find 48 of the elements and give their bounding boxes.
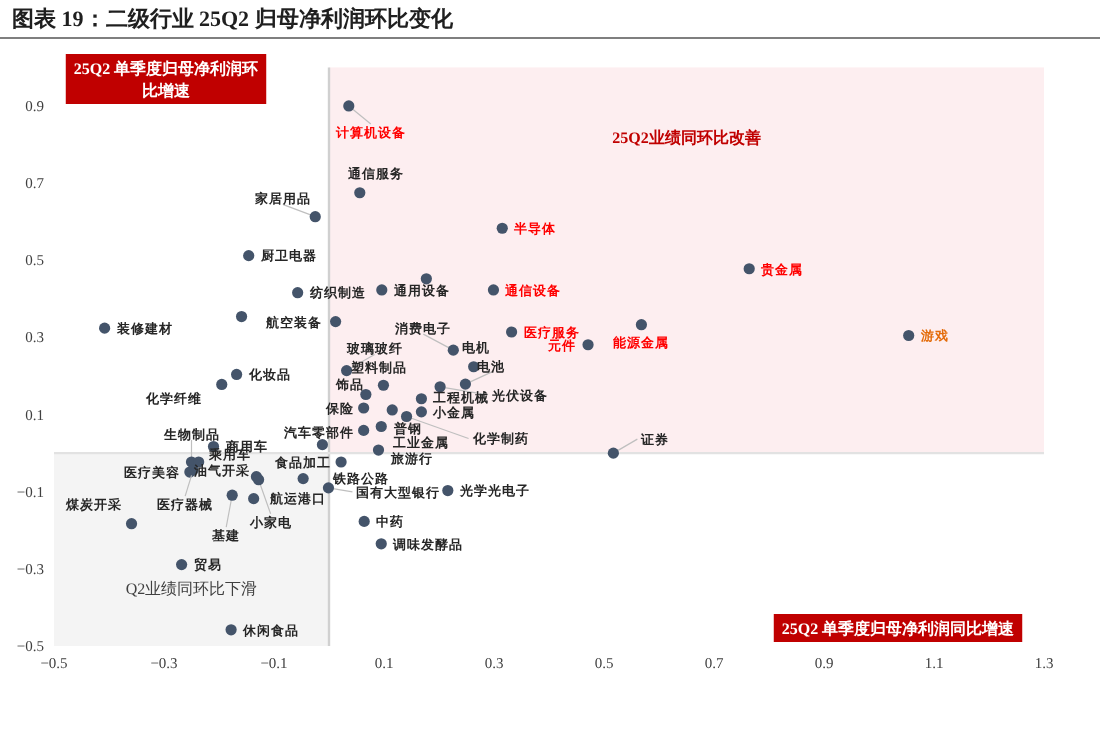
point [635,319,647,331]
point [316,439,328,451]
point [358,515,370,528]
point [375,538,387,550]
point [354,187,366,199]
point [415,393,427,405]
point [372,444,385,456]
point [176,559,188,571]
point [377,379,390,391]
point [343,100,355,112]
point [487,284,500,296]
point [330,316,342,328]
point [358,402,370,414]
point [496,222,508,234]
point [386,404,398,416]
point [243,250,255,262]
point [335,456,347,468]
point [297,472,309,485]
point [231,368,243,381]
point [225,624,237,636]
point [442,484,454,497]
point [292,287,304,299]
point [420,273,432,285]
point [506,326,518,338]
point [607,447,619,459]
point [235,310,248,323]
band-label: Q2业绩同环比下滑 [125,580,258,598]
point [582,339,594,351]
point [743,263,755,275]
point [903,329,915,342]
point [125,518,138,530]
point [375,420,387,433]
band-label: 25Q2业绩同环比改善 [612,127,761,148]
chart-title: 图表 19：二级行业 25Q2 归母净利润环比变化 [12,6,455,32]
point [216,378,228,391]
point [322,482,335,494]
point [360,388,372,401]
point [459,378,471,390]
point [309,211,321,223]
point [358,424,370,436]
point [415,406,427,418]
point [99,322,111,334]
point [376,284,388,296]
x-axis-title: 25Q2 单季度归母净利润同比增速 [781,618,1017,638]
point [447,344,459,356]
point [226,489,238,501]
point [248,493,260,505]
y-axis-title: 25Q2 单季度归母净利润环比增速 [73,58,259,100]
